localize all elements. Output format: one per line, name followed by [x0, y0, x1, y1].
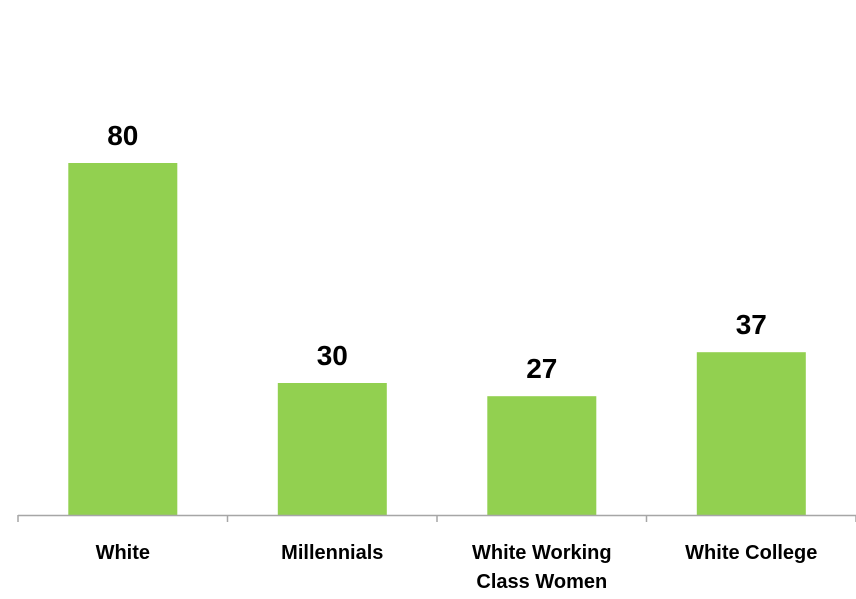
- category-label-1: Millennials: [281, 542, 383, 564]
- category-label-0: White: [96, 542, 150, 564]
- data-label-0: 80: [107, 120, 138, 151]
- bars-group: [68, 163, 806, 515]
- data-label-2: 27: [526, 353, 557, 384]
- data-label-3: 37: [736, 309, 767, 340]
- category-label-line: Millennials: [281, 542, 383, 564]
- bar-3: [696, 352, 806, 515]
- category-label-line: White College: [685, 542, 817, 564]
- category-label-line: White: [96, 542, 150, 564]
- category-label-line: White Working: [472, 542, 612, 564]
- bar-2: [487, 396, 597, 515]
- category-label-2: White Working Class Women: [472, 542, 612, 593]
- data-label-1: 30: [317, 340, 348, 371]
- bar-1: [277, 383, 387, 515]
- category-labels-group: White Millennials White Working Class Women…: [96, 542, 818, 593]
- category-label-line: Class Women: [476, 571, 607, 593]
- bar-0: [68, 163, 178, 515]
- data-labels-group: 80 30 27 37: [107, 120, 767, 384]
- category-label-3: White College: [685, 542, 817, 564]
- x-axis: [17, 514, 856, 522]
